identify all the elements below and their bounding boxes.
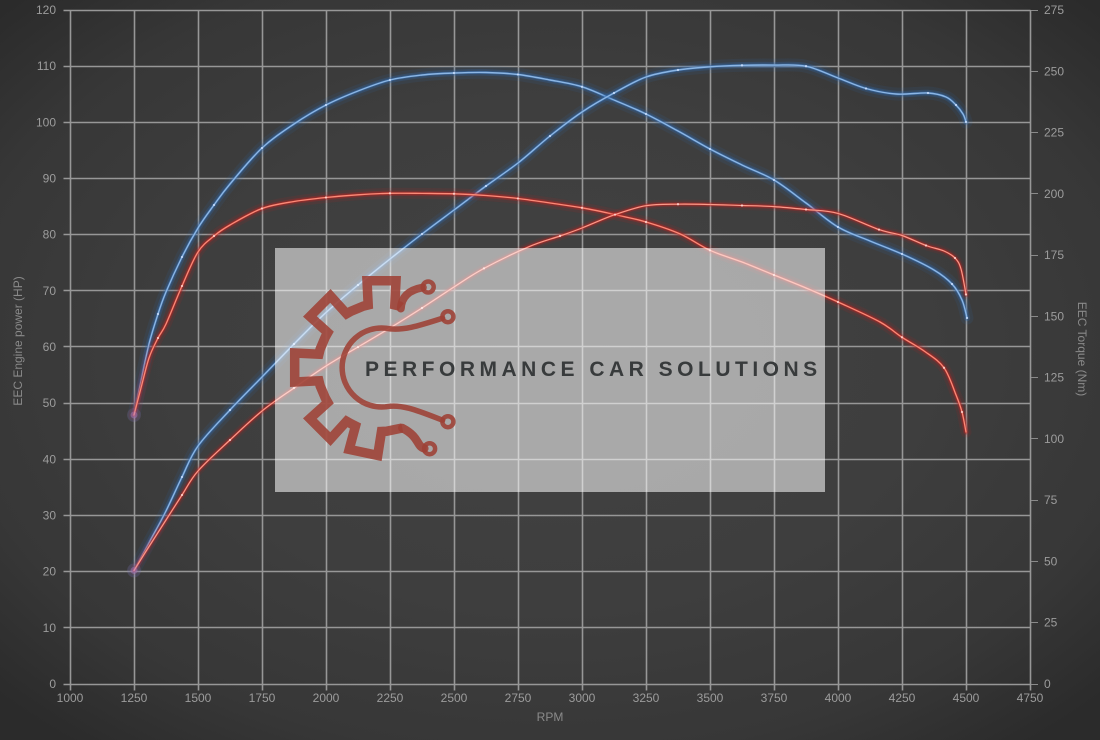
svg-text:20: 20 (43, 565, 57, 579)
svg-text:50: 50 (43, 396, 57, 410)
svg-text:EEC Torque (Nm): EEC Torque (Nm) (1075, 302, 1089, 396)
svg-text:100: 100 (1044, 432, 1064, 446)
svg-text:125: 125 (1044, 371, 1064, 385)
svg-text:150: 150 (1044, 309, 1064, 323)
svg-text:2750: 2750 (505, 691, 532, 705)
svg-text:0: 0 (1044, 677, 1051, 691)
svg-text:40: 40 (43, 452, 57, 466)
svg-text:3000: 3000 (569, 691, 596, 705)
svg-text:200: 200 (1044, 187, 1064, 201)
svg-text:60: 60 (43, 340, 57, 354)
svg-text:2250: 2250 (377, 691, 404, 705)
svg-text:3750: 3750 (761, 691, 788, 705)
svg-text:2000: 2000 (313, 691, 340, 705)
svg-text:RPM: RPM (537, 710, 564, 724)
svg-text:4250: 4250 (889, 691, 916, 705)
svg-text:1250: 1250 (121, 691, 148, 705)
svg-text:1500: 1500 (185, 691, 212, 705)
svg-text:175: 175 (1044, 248, 1064, 262)
svg-text:4750: 4750 (1017, 691, 1044, 705)
svg-text:3500: 3500 (697, 691, 724, 705)
svg-text:250: 250 (1044, 64, 1064, 78)
svg-text:50: 50 (1044, 555, 1058, 569)
svg-text:80: 80 (43, 228, 57, 242)
svg-text:2500: 2500 (441, 691, 468, 705)
svg-text:0: 0 (49, 677, 56, 691)
svg-text:PERFORMANCE CAR SOLUTIONS: PERFORMANCE CAR SOLUTIONS (365, 358, 822, 381)
svg-text:70: 70 (43, 284, 57, 298)
svg-text:75: 75 (1044, 493, 1058, 507)
svg-text:EEC Engine power (HP): EEC Engine power (HP) (11, 276, 25, 405)
svg-text:100: 100 (36, 115, 56, 129)
svg-text:4500: 4500 (953, 691, 980, 705)
svg-text:120: 120 (36, 3, 56, 17)
svg-text:25: 25 (1044, 616, 1058, 630)
svg-text:30: 30 (43, 509, 57, 523)
svg-text:3250: 3250 (633, 691, 660, 705)
svg-text:225: 225 (1044, 126, 1064, 140)
svg-text:275: 275 (1044, 3, 1064, 17)
svg-text:1000: 1000 (57, 691, 84, 705)
svg-text:110: 110 (37, 59, 56, 73)
svg-text:4000: 4000 (825, 691, 852, 705)
svg-text:90: 90 (43, 172, 57, 186)
svg-text:10: 10 (43, 621, 57, 635)
svg-text:1750: 1750 (249, 691, 276, 705)
